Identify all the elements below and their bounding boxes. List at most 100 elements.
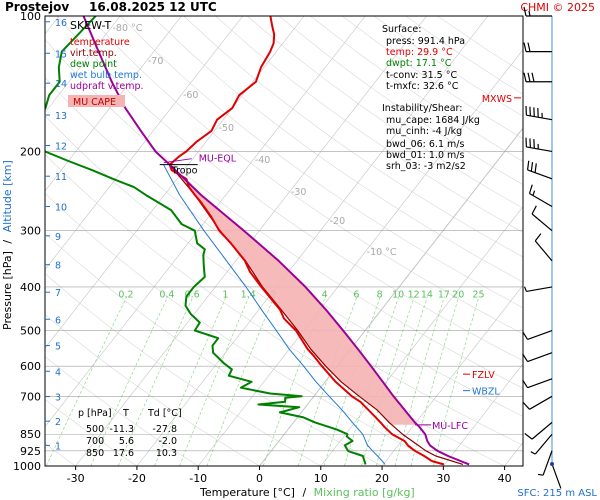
altitude-tick-label: 3: [55, 393, 61, 404]
barb-feather: [523, 6, 527, 17]
dry-adiabat: [246, 16, 523, 209]
wind-barb: [524, 421, 553, 440]
mixing-ratio-label: 4: [322, 289, 328, 300]
altitude-tick-label: 11: [55, 172, 67, 183]
sounding-datetime: 16.08.2025 12 UTC: [89, 0, 217, 14]
surface-row: temp: 29.9 °C: [386, 47, 453, 58]
barb-feather: [523, 72, 527, 82]
wind-barb: [531, 205, 553, 232]
isotherm-label: -70: [148, 56, 164, 67]
barb-staff: [531, 213, 553, 232]
wind-barb: [525, 137, 553, 153]
mixing-ratio-line: [179, 296, 250, 466]
isotherm-label: -60: [183, 90, 199, 101]
wind-barb: [523, 6, 552, 17]
temperature-tick-label: -20: [128, 472, 146, 485]
barb-feather: [530, 162, 534, 172]
table-cell: 500: [86, 424, 104, 435]
altitude-tick-label: 12: [55, 142, 67, 153]
wind-barb: [530, 433, 553, 455]
wind-barb: [551, 463, 562, 489]
isotherm-label: -20: [330, 216, 346, 227]
mxws-label: MXWS: [482, 94, 512, 105]
altitude-tick-label: 2: [55, 417, 61, 428]
cape-area-layer: [169, 164, 418, 425]
altitude-tick-label: 7: [55, 288, 61, 299]
mixing-ratio-label: 1: [222, 289, 228, 300]
pressure-tick-label: 850: [20, 428, 41, 441]
series-wet-bulb-temp: [163, 164, 386, 465]
altitude-tick-label: 1: [55, 441, 61, 452]
mixing-ratio-label: 6: [353, 289, 359, 300]
legend-entry: dew point: [70, 59, 117, 70]
mixing-ratio-label: 14: [421, 289, 433, 300]
wind-barb: [528, 184, 553, 207]
surface-header: Surface:: [382, 24, 421, 35]
barb-staff: [527, 329, 553, 340]
table-header: p [hPa]: [78, 408, 112, 419]
mixing-ratio-line: [394, 296, 445, 466]
dry-adiabat: [45, 38, 523, 389]
plot-frame: [44, 15, 524, 467]
surface-row: press: 991.4 hPa: [386, 36, 465, 47]
series-layer: [45, 16, 470, 466]
barb-half-feather: [523, 286, 527, 292]
table-cell: 850: [86, 448, 104, 459]
barb-feather: [531, 205, 537, 215]
altitude-tick-label: 14: [55, 79, 67, 90]
barb-feather: [528, 184, 533, 194]
mixing-ratio-line: [117, 296, 194, 466]
axes-layer: 1002003004005006007008509251000123456789…: [13, 10, 512, 485]
table-cell: -2.0: [158, 436, 177, 447]
barb-feather: [534, 163, 537, 173]
mixing-ratio-label: 8: [377, 289, 383, 300]
mixing-ratio-label: 25: [472, 289, 484, 300]
altitude-tick-label: 16: [55, 18, 67, 29]
temperature-tick-label: 10: [314, 472, 328, 485]
mixing-ratio-line: [154, 296, 227, 466]
dry-adiabat: [183, 16, 523, 258]
isotherm: [45, 16, 244, 271]
table-cell: 5.6: [119, 436, 134, 447]
isotherm: [443, 363, 523, 466]
mixing-ratio-line: [410, 296, 460, 466]
barb-feather: [522, 379, 529, 388]
copyright: CHMI © 2025: [520, 1, 595, 14]
altitude-tick-label: 13: [55, 111, 67, 122]
x-axis-title: Temperature [°C] / Mixing ratio [g/kg]: [199, 486, 415, 499]
mixing-ratio-label: 0.6: [185, 289, 200, 300]
altitude-tick-label: 15: [55, 49, 67, 60]
mixing-ratio-line: [45, 296, 128, 466]
x-axis-title-temp: Temperature [°C]: [199, 486, 295, 499]
legend-entry: virt.temp.: [70, 48, 117, 59]
pressure-tick-label: 100: [20, 10, 41, 23]
grid-layer: -80 °C -70 -60 -50 -40 -30 -20 -10 °C 0.2 0.4 0.6 1…: [45, 16, 523, 466]
level-table: p [hPa] T Td [°C] 500 -11.3 -27.8 700 5.6 -2.0 85…: [78, 408, 182, 459]
barb-half-feather: [528, 10, 531, 17]
instability-row: bwd_06: 6.1 m/s: [386, 139, 464, 150]
barb-staff: [542, 450, 553, 476]
wind-barb: [522, 378, 553, 389]
table-cell: -11.3: [109, 424, 134, 435]
barb-feather: [523, 42, 527, 52]
pressure-tick-label: 300: [20, 225, 41, 238]
instability-row: mu_cinh: -4 J/kg: [386, 126, 462, 137]
temperature-tick-label: 20: [375, 472, 389, 485]
altitude-tick-label: 5: [55, 342, 61, 353]
mixing-ratio-line: [206, 296, 275, 466]
barb-staff: [526, 286, 553, 293]
mu-eql-label: MU-EQL: [199, 154, 237, 165]
series-dew-point: [45, 16, 367, 465]
isotherm: [381, 284, 523, 466]
station-name: Prostejov: [5, 0, 69, 14]
mixing-ratio-line: [375, 296, 428, 466]
barb-staff: [531, 421, 553, 440]
table-cell: 10.3: [156, 448, 177, 459]
wind-barb: [537, 450, 553, 476]
altitude-tick-label: 4: [55, 367, 61, 378]
barb-staff: [534, 240, 553, 262]
series-udpraft-v-temp: [82, 16, 470, 466]
pressure-tick-label: 200: [20, 145, 41, 158]
